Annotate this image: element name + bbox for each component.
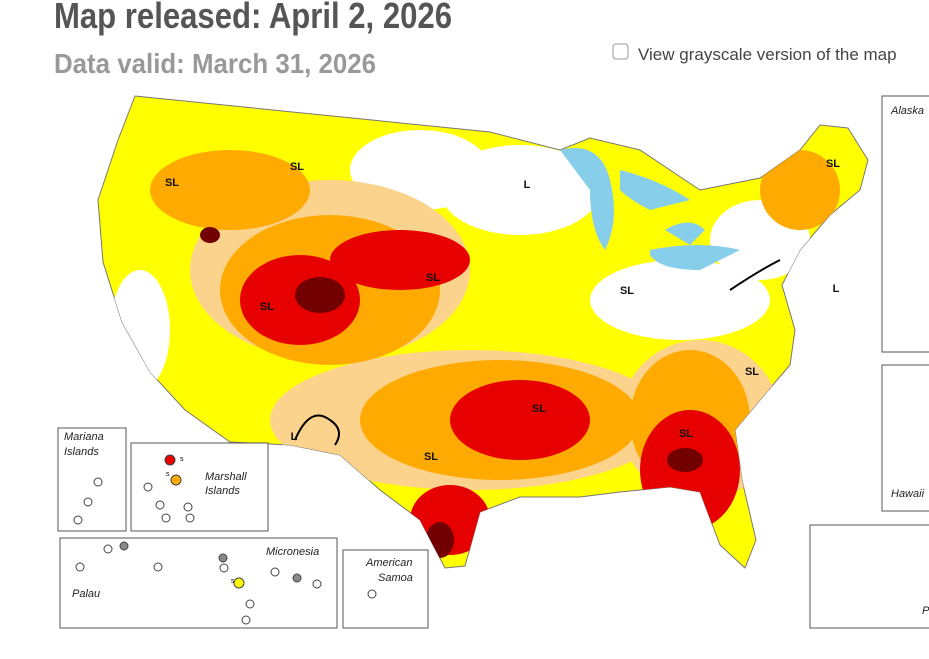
map-label: L xyxy=(291,431,298,443)
map-label: SL xyxy=(532,403,546,415)
map-label: SL xyxy=(424,451,438,463)
map-label: L xyxy=(833,283,840,295)
insets: Alaska Hawaii P Mariana Islands Marshall… xyxy=(57,95,929,629)
inset-label: P xyxy=(922,605,929,617)
map-label: SL xyxy=(620,285,634,297)
map-label: SL xyxy=(426,272,440,284)
inset-label: Micronesia xyxy=(266,546,319,558)
inset-mark: s xyxy=(180,456,184,463)
drought-map: SL SL L SL SL SL SL L SL SL SL SL L xyxy=(97,95,869,569)
inset-label: Islands xyxy=(205,485,240,497)
title: Map released: April 2, 2026 xyxy=(54,0,452,36)
inset-label: Hawaii xyxy=(891,488,925,500)
inset-label: Alaska xyxy=(890,105,924,117)
inset-mark: s xyxy=(166,471,170,478)
inset-label: Samoa xyxy=(378,572,413,584)
inset-mark: s xyxy=(231,578,235,585)
subtitle: Data valid: March 31, 2026 xyxy=(54,48,376,79)
map-label: SL xyxy=(745,366,759,378)
inset-label: Islands xyxy=(64,446,99,458)
inset-label: American xyxy=(365,557,412,569)
map-label: L xyxy=(524,179,531,191)
map-label: SL xyxy=(826,158,840,170)
map-label: SL xyxy=(290,161,304,173)
inset-label: Palau xyxy=(72,588,100,600)
map-label: SL xyxy=(679,428,693,440)
inset-label: Mariana xyxy=(64,431,104,443)
map-label: SL xyxy=(165,177,179,189)
map-label: SL xyxy=(260,301,274,313)
inset-label: Marshall xyxy=(205,471,247,483)
grayscale-checkbox[interactable] xyxy=(612,43,629,60)
grayscale-label[interactable]: View grayscale version of the map xyxy=(638,45,897,64)
